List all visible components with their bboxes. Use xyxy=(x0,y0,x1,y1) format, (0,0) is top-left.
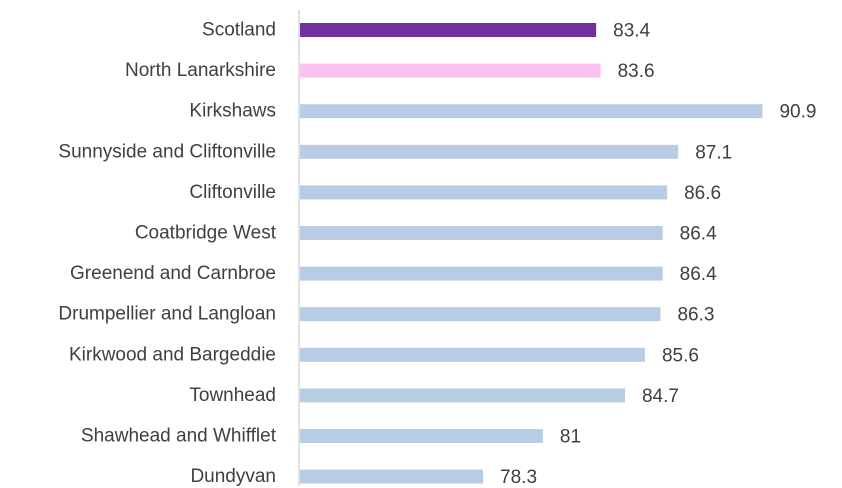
value-label: 86.3 xyxy=(677,305,714,326)
value-label: 90.9 xyxy=(779,102,816,123)
bar xyxy=(300,144,679,159)
bar xyxy=(300,388,625,403)
category-label: Cliftonville xyxy=(189,182,276,203)
value-label: 83.4 xyxy=(613,21,650,42)
category-labels-group: Scotland North Lanarkshire Kirkshaws Sunnys… xyxy=(58,20,276,488)
value-label: 78.3 xyxy=(500,467,537,488)
category-label: Townhead xyxy=(189,385,276,406)
bars-group xyxy=(300,23,763,484)
bar xyxy=(300,63,601,78)
bar xyxy=(300,307,661,322)
bar xyxy=(300,104,763,119)
value-label: 86.4 xyxy=(680,264,717,285)
value-label: 86.6 xyxy=(684,183,721,204)
bar xyxy=(300,185,668,200)
category-label: North Lanarkshire xyxy=(125,60,276,81)
bar xyxy=(300,226,663,240)
value-label: 86.4 xyxy=(680,224,717,245)
bar xyxy=(300,429,543,443)
bar xyxy=(300,347,645,362)
value-label: 85.6 xyxy=(662,345,699,366)
category-label: Kirkshaws xyxy=(189,101,276,122)
bar xyxy=(300,266,663,281)
value-label: 81 xyxy=(560,427,581,448)
category-label: Kirkwood and Bargeddie xyxy=(69,344,276,365)
category-label: Drumpellier and Langloan xyxy=(58,304,276,325)
value-label: 83.6 xyxy=(618,61,655,82)
category-label: Coatbridge West xyxy=(135,223,277,244)
value-labels-group: 83.4 83.6 90.9 87.1 86.6 86.4 86.4 86.3 85.6 84.7… xyxy=(500,21,816,488)
category-label: Scotland xyxy=(202,20,276,41)
category-label: Shawhead and Whifflet xyxy=(81,426,277,447)
value-label: 84.7 xyxy=(642,386,679,407)
category-label: Greenend and Carnbroe xyxy=(70,263,276,284)
category-label: Sunnyside and Cliftonville xyxy=(58,141,276,162)
bar xyxy=(300,23,597,37)
bar xyxy=(300,469,484,484)
value-label: 87.1 xyxy=(695,142,732,163)
category-label: Dundyvan xyxy=(190,466,276,487)
